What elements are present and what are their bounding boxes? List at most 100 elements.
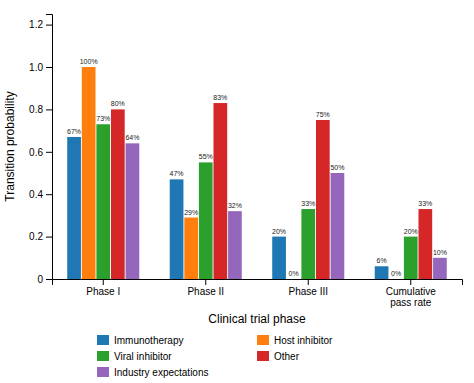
legend-swatch [257,351,269,361]
y-tick-line [46,237,52,238]
bar [170,179,184,279]
legend-item: Immunotherapy [97,335,183,346]
bar [418,209,432,279]
data-label: 33% [301,200,315,207]
bar [67,137,81,279]
bar [316,120,330,279]
bar-series [96,124,417,279]
x-tick: Cumulativepass rate [386,279,436,308]
x-tick-line [205,279,206,285]
y-axis-title: Transition probability [3,91,17,201]
bar [301,209,315,279]
legend-item: Industry expectations [97,367,209,378]
data-label: 33% [418,200,432,207]
x-axis: Phase I Phase II Phase III Cumulativepass r… [53,279,463,308]
data-label: 67% [67,128,81,135]
bar-series [111,103,432,279]
y-axis-line [46,15,53,280]
y-tick-label: 0 [37,274,43,285]
data-label: 73% [96,115,110,122]
y-tick-line [46,152,52,153]
bar [213,103,227,279]
data-labels: 67%47%20%6%100%29%0%0%73%55%33%20%80%83%… [67,58,447,277]
y-tick: 0.4 [29,189,52,200]
y-axis: 0 0.2 0.4 0.6 0.8 1.0 1.2 [29,15,52,285]
legend-item: Other [257,351,300,362]
legend-label: Other [274,351,300,362]
bar-series [126,143,447,279]
data-label: 10% [433,249,447,256]
x-tick-label: Phase III [289,286,328,297]
plot: 67%47%20%6%100%29%0%0%73%55%33%20%80%83%… [3,15,463,327]
legend: Immunotherapy Host inhibitor Viral inhibit… [97,335,333,378]
y-tick-line [46,25,52,26]
bar [272,237,286,279]
data-label: 20% [404,228,418,235]
bar [228,211,242,279]
y-tick-label: 1.0 [29,62,43,73]
bar [433,258,447,279]
x-tick-line [410,279,411,285]
chart: 67%47%20%6%100%29%0%0%73%55%33%20%80%83%… [0,0,474,383]
bar [111,109,125,279]
x-tick-label-line: Cumulative [386,286,436,297]
data-label: 55% [199,153,213,160]
bar [199,162,213,279]
bar [96,124,110,279]
legend-label: Industry expectations [114,367,209,378]
x-tick-label: Phase II [187,286,224,297]
bar-series [82,67,198,279]
data-label: 64% [125,134,139,141]
y-tick-line [46,109,52,110]
bar [126,143,140,279]
x-axis-title: Clinical trial phase [208,312,306,326]
legend-item: Host inhibitor [257,335,333,346]
legend-swatch [97,351,109,361]
legend-label: Host inhibitor [274,335,333,346]
bar [287,279,301,280]
data-label: 6% [377,257,387,264]
data-label: 75% [316,111,330,118]
x-tick: Phase III [289,279,328,297]
legend-swatch [97,335,109,345]
y-tick: 0 [37,274,52,285]
data-label: 80% [111,100,125,107]
data-label: 100% [80,58,98,65]
x-tick-line [308,279,309,285]
legend-item: Viral inhibitor [97,351,172,362]
x-axis-line [53,280,463,286]
data-label: 20% [272,228,286,235]
y-tick-line [46,67,52,68]
bar [375,266,389,279]
y-tick-label: 1.2 [29,19,43,30]
bar [331,173,345,279]
y-tick: 0.2 [29,231,52,242]
y-tick: 1.0 [29,62,52,73]
bar [404,237,418,279]
legend-label: Immunotherapy [114,335,183,346]
data-label: 0% [391,270,401,277]
bar [82,67,96,279]
data-label: 47% [170,170,184,177]
legend-swatch [257,335,269,345]
bar [389,279,403,280]
y-tick-label: 0.8 [29,104,43,115]
x-tick-label-line: pass rate [390,297,432,308]
y-tick-line [46,279,52,280]
data-label: 0% [289,270,299,277]
y-tick-label: 0.6 [29,147,43,158]
y-tick: 0.8 [29,104,52,115]
legend-swatch [97,367,109,377]
y-tick-line [46,194,52,195]
legend-label: Viral inhibitor [114,351,172,362]
y-tick: 1.2 [29,19,52,30]
x-tick-label: Cumulativepass rate [386,286,436,308]
bars [67,67,447,279]
y-tick-label: 0.2 [29,231,43,242]
data-label: 32% [228,202,242,209]
x-tick: Phase II [187,279,224,297]
data-label: 83% [213,94,227,101]
data-label: 50% [330,164,344,171]
x-tick: Phase I [86,279,120,297]
y-tick-label: 0.4 [29,189,43,200]
